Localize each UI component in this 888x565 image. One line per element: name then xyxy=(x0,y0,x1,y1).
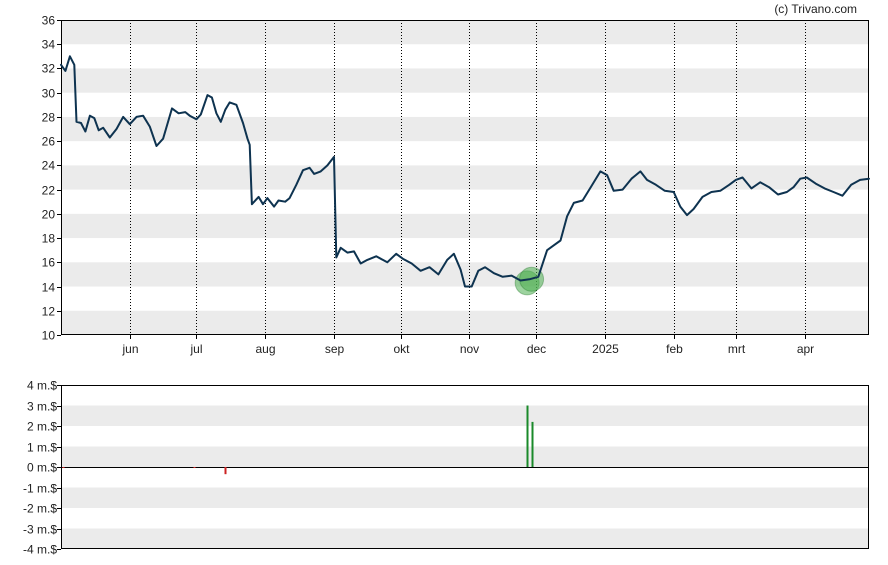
price-grid-band xyxy=(61,213,869,239)
price-grid-band xyxy=(61,262,869,287)
price-y-tick-label: 28 xyxy=(42,111,56,125)
price-grid-band xyxy=(61,116,869,142)
price-y-tick-label: 18 xyxy=(42,232,56,246)
price-y-tick-label: 32 xyxy=(42,62,56,76)
volume-grid-band xyxy=(61,487,869,508)
price-x-tick-label: mrt xyxy=(728,342,746,356)
price-y-tick-label: 30 xyxy=(42,87,56,101)
price-x-tick-label: apr xyxy=(797,342,814,356)
volume-y-tick-label: 0 m.$ xyxy=(27,461,57,475)
volume-grid-band xyxy=(61,446,869,467)
volume-plot-frame xyxy=(61,385,869,549)
price-y-tick-label: 34 xyxy=(42,38,56,52)
volume-y-tick-label: -3 m.$ xyxy=(23,523,57,537)
price-y-tick-label: 12 xyxy=(42,305,56,319)
price-y-tick-label: 14 xyxy=(42,281,56,295)
price-x-tick-label: aug xyxy=(255,342,275,356)
price-x-tick-label: jun xyxy=(121,342,138,356)
price-y-tick-label: 36 xyxy=(42,14,56,28)
price-y-tick-label: 24 xyxy=(42,159,56,173)
price-panel: jun jul aug sep okt nov dec 2025 feb mrt apr 10 12 14… xyxy=(42,14,870,356)
volume-grid-band xyxy=(61,405,869,426)
price-y-tick-label: 20 xyxy=(42,208,56,222)
price-y-tick-label: 16 xyxy=(42,256,56,270)
price-x-tick-label: okt xyxy=(393,342,410,356)
volume-grid-band xyxy=(61,528,869,549)
volume-y-tick-label: -1 m.$ xyxy=(23,482,57,496)
price-grid-band xyxy=(61,310,869,335)
volume-y-tick-label: -4 m.$ xyxy=(23,543,57,557)
price-grid-band xyxy=(61,68,869,93)
price-x-tick-label: feb xyxy=(666,342,683,356)
price-x-tick-label: dec xyxy=(527,342,546,356)
price-grid-band xyxy=(61,165,869,190)
price-grid-band xyxy=(61,20,869,45)
price-series-line xyxy=(60,55,870,288)
volume-y-tick-label: 2 m.$ xyxy=(27,420,57,434)
price-y-tick-label: 22 xyxy=(42,184,56,198)
volume-y-tick-label: -2 m.$ xyxy=(23,502,57,516)
price-x-tick-label: sep xyxy=(325,342,345,356)
credit-text: (c) Trivano.com xyxy=(774,2,857,16)
volume-y-tick-label: 4 m.$ xyxy=(27,379,57,393)
price-x-tick-label: jul xyxy=(189,342,202,356)
price-x-tick-label: 2025 xyxy=(592,342,619,356)
volume-y-tick-label: 1 m.$ xyxy=(27,441,57,455)
price-plot-frame xyxy=(61,20,869,335)
price-x-tick-label: nov xyxy=(460,342,479,356)
price-y-tick-label: 10 xyxy=(42,329,56,343)
volume-panel: 4 m.$ 3 m.$ 2 m.$ 1 m.$ 0 m.$ -1 m.$ -2 m.$ -3 … xyxy=(23,379,869,557)
price-y-tick-label: 26 xyxy=(42,135,56,149)
volume-y-tick-label: 3 m.$ xyxy=(27,400,57,414)
